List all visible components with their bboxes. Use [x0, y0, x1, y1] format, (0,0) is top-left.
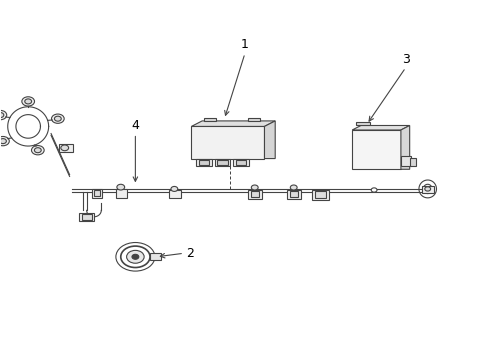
Bar [199, 160, 209, 165]
Polygon shape [401, 126, 410, 169]
Bar [150, 253, 161, 260]
Text: 1: 1 [241, 39, 249, 51]
Circle shape [22, 97, 34, 106]
Circle shape [25, 99, 31, 104]
Circle shape [290, 185, 297, 190]
Bar [93, 189, 102, 198]
Circle shape [0, 111, 7, 120]
Bar [233, 158, 249, 166]
Bar [59, 144, 73, 152]
Bar [236, 160, 246, 165]
Circle shape [34, 148, 41, 153]
Text: 3: 3 [402, 53, 410, 66]
Bar [290, 191, 297, 197]
Circle shape [251, 185, 258, 190]
Bar [116, 189, 126, 198]
Bar [248, 190, 262, 199]
Circle shape [54, 116, 61, 121]
Polygon shape [265, 121, 275, 158]
Circle shape [61, 145, 69, 151]
Bar [215, 158, 230, 166]
Bar [422, 186, 434, 193]
Bar [217, 160, 228, 165]
Polygon shape [192, 121, 275, 126]
Bar [410, 158, 416, 166]
Bar [251, 191, 259, 197]
Text: 2: 2 [187, 247, 195, 260]
Circle shape [132, 254, 139, 259]
Bar [248, 118, 260, 121]
Bar [82, 214, 92, 220]
Circle shape [117, 184, 124, 190]
Bar [356, 122, 370, 126]
Circle shape [121, 246, 150, 267]
Circle shape [116, 243, 155, 271]
Circle shape [0, 136, 9, 146]
Circle shape [126, 250, 144, 263]
Circle shape [171, 186, 178, 192]
Circle shape [0, 113, 4, 118]
Text: 4: 4 [131, 119, 139, 132]
Bar [315, 191, 326, 198]
Circle shape [425, 187, 431, 191]
Bar [204, 118, 216, 121]
Bar [196, 158, 212, 166]
Polygon shape [352, 126, 410, 130]
Bar [401, 156, 411, 166]
Bar [169, 190, 181, 198]
Circle shape [0, 139, 6, 144]
Bar [95, 190, 100, 196]
Circle shape [31, 145, 44, 155]
Circle shape [371, 188, 377, 192]
Bar [79, 212, 94, 221]
Bar [192, 126, 265, 158]
Bar [312, 190, 329, 200]
Bar [352, 130, 401, 169]
Bar [287, 190, 300, 199]
Circle shape [51, 114, 64, 123]
